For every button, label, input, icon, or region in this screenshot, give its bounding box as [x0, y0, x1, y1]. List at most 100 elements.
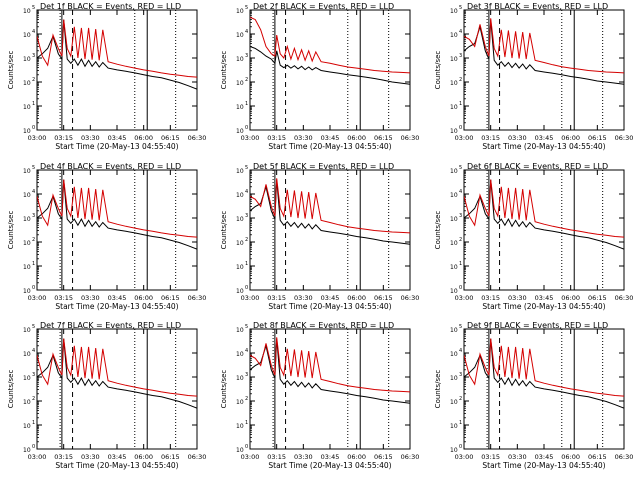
y-tick-exponent: 2	[245, 77, 248, 83]
y-tick-exponent: 2	[459, 77, 462, 83]
x-tick-label: 03:45	[108, 134, 127, 142]
x-tick-label: 03:00	[28, 294, 47, 302]
plot-frame	[463, 9, 625, 131]
panel-title: Det 9f BLACK = Events, RED = LLD	[467, 321, 608, 330]
y-tick-exponent: 4	[32, 189, 35, 195]
y-tick-exponent: 0	[32, 125, 35, 131]
x-tick-label: 06:00	[134, 453, 153, 461]
y-axis-label: Counts/sec	[7, 51, 15, 90]
y-tick-exponent: 0	[32, 285, 35, 291]
x-tick-label: 06:30	[401, 294, 420, 302]
y-tick-exponent: 5	[459, 165, 462, 171]
y-tick-exponent: 0	[459, 444, 462, 450]
panel-title: Det 5f BLACK = Events, RED = LLD	[253, 162, 394, 171]
y-tick-label: 10	[23, 80, 31, 87]
y-tick-exponent: 2	[32, 77, 35, 83]
plot-frame	[249, 169, 411, 291]
plot-frame	[249, 328, 411, 450]
y-tick-exponent: 1	[32, 420, 35, 426]
y-tick-label: 10	[450, 128, 458, 135]
x-axis-label: Start Time (20-May-13 04:55:40)	[268, 142, 391, 151]
x-tick-label: 06:00	[134, 134, 153, 142]
y-tick-exponent: 1	[245, 420, 248, 426]
y-tick-exponent: 0	[245, 285, 248, 291]
y-tick-label: 10	[23, 56, 31, 63]
x-tick-label: 03:45	[108, 453, 127, 461]
series-line-lld	[464, 179, 624, 238]
series-line-events	[250, 338, 410, 404]
y-tick-exponent: 4	[245, 189, 248, 195]
series-line-lld	[37, 338, 197, 397]
y-tick-label: 10	[236, 216, 244, 223]
x-tick-label: 06:30	[615, 453, 634, 461]
series-line-events	[464, 338, 624, 409]
x-tick-label: 03:45	[535, 134, 554, 142]
y-axis-label: Counts/sec	[434, 370, 442, 409]
y-tick-exponent: 4	[459, 189, 462, 195]
y-tick-label: 10	[23, 128, 31, 135]
x-tick-label: 03:30	[294, 294, 313, 302]
x-tick-label: 03:45	[535, 453, 554, 461]
y-tick-exponent: 2	[32, 396, 35, 402]
y-tick-label: 10	[236, 423, 244, 430]
x-tick-label: 03:45	[321, 134, 340, 142]
y-tick-exponent: 3	[459, 213, 462, 219]
y-axis-label: Counts/sec	[220, 211, 228, 250]
y-tick-label: 10	[23, 447, 31, 454]
x-tick-label: 03:00	[28, 134, 47, 142]
x-tick-label: 06:00	[347, 134, 366, 142]
panel-title: Det 2f BLACK = Events, RED = LLD	[253, 2, 394, 11]
y-axis-label: Counts/sec	[434, 211, 442, 250]
y-tick-exponent: 2	[32, 237, 35, 243]
y-tick-label: 10	[450, 423, 458, 430]
x-tick-label: 03:00	[241, 294, 260, 302]
y-tick-exponent: 0	[245, 125, 248, 131]
x-tick-label: 03:15	[481, 453, 500, 461]
x-tick-label: 06:00	[561, 134, 580, 142]
x-tick-label: 03:30	[294, 453, 313, 461]
y-tick-label: 10	[450, 8, 458, 15]
y-tick-exponent: 3	[459, 372, 462, 378]
y-tick-label: 10	[450, 104, 458, 111]
x-tick-label: 03:30	[81, 294, 100, 302]
y-tick-label: 10	[23, 216, 31, 223]
x-tick-label: 03:00	[28, 453, 47, 461]
y-tick-label: 10	[450, 80, 458, 87]
x-tick-label: 06:00	[561, 453, 580, 461]
y-tick-exponent: 1	[459, 101, 462, 107]
x-tick-label: 03:45	[535, 294, 554, 302]
y-tick-exponent: 1	[32, 101, 35, 107]
x-tick-label: 03:00	[455, 134, 474, 142]
x-tick-label: 03:00	[455, 294, 474, 302]
x-tick-label: 06:00	[134, 294, 153, 302]
y-tick-label: 10	[23, 375, 31, 382]
x-axis-label: Start Time (20-May-13 04:55:40)	[55, 302, 178, 311]
y-tick-label: 10	[450, 168, 458, 175]
y-tick-exponent: 1	[459, 420, 462, 426]
y-tick-label: 10	[236, 288, 244, 295]
y-tick-label: 10	[450, 192, 458, 199]
y-tick-exponent: 1	[245, 101, 248, 107]
series-line-lld	[250, 337, 410, 393]
y-tick-label: 10	[450, 447, 458, 454]
y-tick-label: 10	[236, 32, 244, 39]
y-axis-label: Counts/sec	[7, 211, 15, 250]
y-tick-label: 10	[23, 423, 31, 430]
y-tick-exponent: 1	[32, 261, 35, 267]
y-tick-label: 10	[236, 80, 244, 87]
series-line-events	[464, 179, 624, 250]
x-tick-label: 03:00	[241, 453, 260, 461]
x-tick-label: 06:15	[374, 294, 393, 302]
y-tick-exponent: 5	[459, 5, 462, 11]
y-tick-exponent: 5	[245, 165, 248, 171]
y-tick-label: 10	[23, 8, 31, 15]
y-tick-exponent: 3	[245, 372, 248, 378]
y-tick-exponent: 3	[245, 213, 248, 219]
x-tick-label: 03:00	[241, 134, 260, 142]
panel-title: Det 6f BLACK = Events, RED = LLD	[467, 162, 608, 171]
y-tick-exponent: 0	[32, 444, 35, 450]
y-tick-exponent: 5	[245, 324, 248, 330]
y-tick-exponent: 3	[459, 53, 462, 59]
